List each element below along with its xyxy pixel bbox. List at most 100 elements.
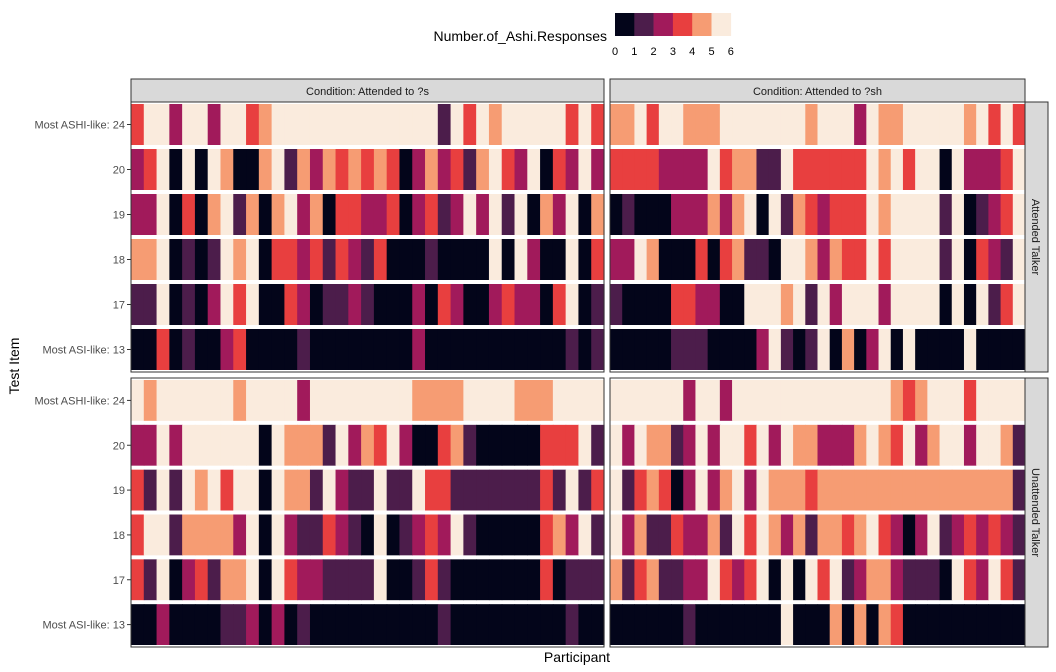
heatmap-cell [246,424,260,466]
heatmap-cell [866,380,880,421]
heatmap-cell [854,559,867,601]
heatmap-cell [671,424,684,466]
heatmap-cell [182,424,196,466]
heatmap-cell [927,104,941,145]
heatmap-cell [284,239,298,280]
heatmap-cell [976,239,989,280]
heatmap-cell [719,329,733,370]
heatmap-cell [866,559,880,601]
heatmap-cell [963,329,977,370]
heatmap-cell [1012,284,1026,325]
heatmap-cell [829,469,843,511]
y-axis-labels: Most ASHI-like: 24 20 19 18 17 Most ASI-like:… [35,120,131,632]
heatmap-cell [399,424,413,466]
heatmap-cell [309,104,324,145]
heatmap-cell [373,559,388,601]
heatmap-cell [902,380,916,421]
heatmap-cell [361,469,375,511]
heatmap-cell [634,149,648,190]
panel-1-1 [609,377,1026,648]
heatmap-cell [488,284,503,325]
heatmap-cell [829,424,843,466]
heatmap-cell [552,284,567,325]
heatmap-cell [988,284,1002,325]
heatmap-cell [156,329,170,370]
heatmap-cell [915,380,928,421]
heatmap-cell [540,469,554,511]
heatmap-cell [683,239,697,280]
heatmap-cell [450,329,464,370]
heatmap-cell [220,380,234,421]
heatmap-cell [412,149,426,190]
heatmap-cell [540,194,554,235]
heatmap-cell [927,559,941,601]
heatmap-cell [622,424,636,466]
heatmap-cell [744,604,758,645]
heatmap-cell [610,380,623,421]
heatmap-cell [610,104,623,145]
heatmap-cell [658,284,672,325]
heatmap-cell [805,239,819,280]
row-strip-label: Attended Talker [1029,199,1041,276]
heatmap-cell [622,149,636,190]
heatmap-cell [501,239,516,280]
heatmap-cell [552,559,567,601]
heatmap-cell [878,380,892,421]
heatmap-cell [854,194,867,235]
heatmap-cell [976,424,989,466]
heatmap-cell [565,329,580,370]
heatmap-cell [412,604,426,645]
heatmap-cell [233,559,247,601]
heatmap-cell [527,559,541,601]
heatmap-cell [902,329,916,370]
heatmap-cell [744,380,758,421]
heatmap-cell [805,104,819,145]
heatmap-cell [578,104,592,145]
heatmap-cell [902,239,916,280]
heatmap-cell [890,469,904,511]
heatmap-cell [514,559,528,601]
heatmap-cell [399,514,413,556]
heatmap-cell [1000,514,1014,556]
heatmap-cell [695,239,709,280]
heatmap-cell [963,239,977,280]
heatmap-cell [565,469,580,511]
legend-tick-label: 1 [631,46,637,58]
heatmap-cell [793,559,806,601]
heatmap-cell [258,604,273,645]
heatmap-cell [361,380,375,421]
heatmap-cell [902,469,916,511]
heatmap-cell [335,380,349,421]
heatmap-cell [646,380,660,421]
heatmap-cell [927,329,941,370]
heatmap-cell [322,604,337,645]
heatmap-cell [695,559,709,601]
heatmap-cell [805,559,819,601]
heatmap-cell [902,424,916,466]
heatmap-cell [578,284,592,325]
heatmap-cell [322,329,337,370]
heatmap-cell [732,194,745,235]
heatmap-cell [246,329,260,370]
heatmap-cell [634,284,648,325]
column-strip-label: Condition: Attended to ?sh [753,86,882,98]
heatmap-cell [220,424,234,466]
heatmap-cell [335,469,349,511]
heatmap-cell [793,514,806,556]
heatmap-cell [194,329,209,370]
heatmap-cell [768,149,782,190]
heatmap-cell [207,329,222,370]
heatmap-cell [501,424,516,466]
heatmap-cell [951,424,965,466]
heatmap-cell [671,149,684,190]
heatmap-cell [805,329,819,370]
heatmap-cell [817,329,831,370]
heatmap-cell [156,239,170,280]
heatmap-cell [780,559,794,601]
heatmap-cell [450,514,464,556]
heatmap-cell [744,284,758,325]
heatmap-cell [182,104,196,145]
heatmap-cell [207,604,222,645]
heatmap-cell [309,604,324,645]
heatmap-cell [169,380,183,421]
